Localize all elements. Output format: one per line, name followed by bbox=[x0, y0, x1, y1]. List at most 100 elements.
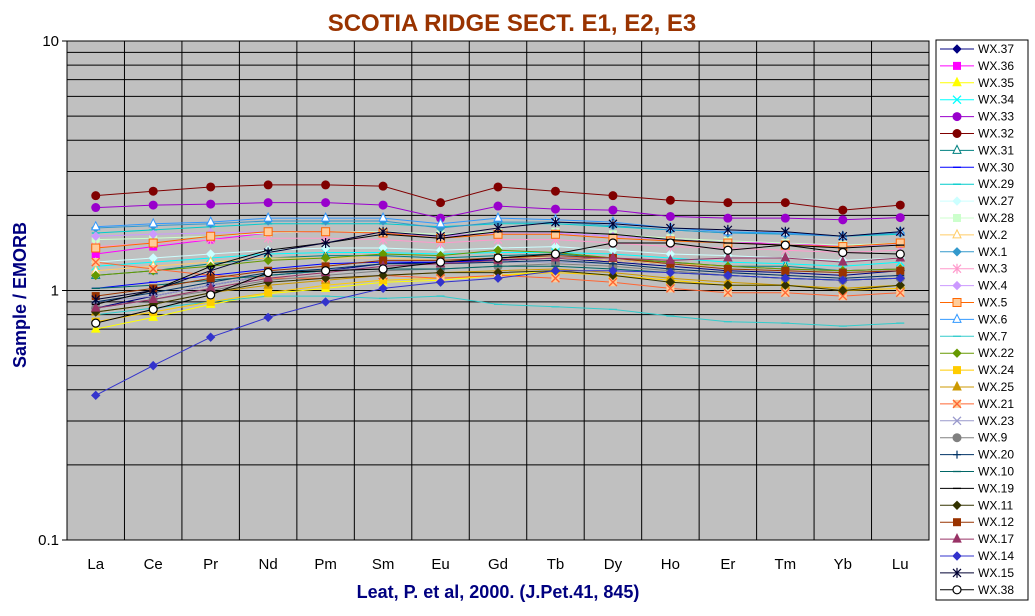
marker-cross bbox=[91, 257, 101, 267]
marker-cross bbox=[608, 277, 618, 287]
data-point bbox=[378, 226, 388, 237]
legend-label: WX.28 bbox=[978, 211, 1014, 225]
data-point bbox=[952, 44, 962, 54]
data-point bbox=[550, 204, 560, 214]
data-point bbox=[263, 247, 273, 258]
data-point bbox=[91, 257, 101, 267]
data-point bbox=[551, 217, 560, 228]
legend-item: WX.29 bbox=[940, 177, 1014, 191]
data-point bbox=[781, 266, 790, 275]
x-tick-label: La bbox=[87, 556, 104, 573]
legend-label: WX.38 bbox=[978, 583, 1014, 597]
marker-cross bbox=[148, 264, 158, 274]
data-point bbox=[378, 270, 388, 281]
legend-item: WX.6 bbox=[940, 312, 1008, 326]
data-point bbox=[91, 318, 101, 328]
data-point bbox=[550, 266, 561, 276]
data-point bbox=[952, 144, 962, 154]
data-point bbox=[435, 217, 446, 228]
data-point bbox=[206, 199, 216, 209]
legend-item: WX.30 bbox=[940, 160, 1014, 174]
data-point bbox=[952, 348, 962, 358]
data-point bbox=[723, 270, 733, 281]
legend-item: WX.4 bbox=[940, 279, 1008, 293]
data-point bbox=[952, 129, 962, 138]
series-wx-33 bbox=[91, 198, 905, 225]
data-point bbox=[665, 195, 675, 205]
data-point bbox=[895, 280, 905, 290]
data-point bbox=[665, 223, 675, 234]
legend-label: WX.30 bbox=[978, 160, 1014, 174]
legend-label: WX.34 bbox=[978, 93, 1014, 107]
legend-item: WX.35 bbox=[940, 76, 1014, 90]
data-point bbox=[895, 273, 905, 283]
data-point bbox=[148, 304, 158, 314]
data-point bbox=[148, 238, 158, 248]
x-tick-label: Dy bbox=[604, 556, 623, 573]
legend-item: WX.19 bbox=[940, 481, 1014, 495]
data-point bbox=[321, 227, 331, 237]
data-point bbox=[952, 280, 962, 291]
marker-cross bbox=[780, 288, 790, 298]
data-point bbox=[436, 231, 445, 242]
x-tick-label: Tm bbox=[774, 556, 796, 573]
data-point bbox=[148, 186, 158, 196]
marker-cross bbox=[550, 273, 560, 283]
legend-item: WX.2 bbox=[940, 228, 1008, 242]
legend-label: WX.15 bbox=[978, 566, 1014, 580]
legend: WX.37 WX.36 WX.35 WX.34 WX.33 WX.32 WX.31 WX.30… bbox=[940, 42, 1014, 597]
x-tick-label: Sm bbox=[372, 556, 395, 573]
data-point bbox=[91, 203, 101, 213]
data-point bbox=[608, 277, 618, 287]
data-point bbox=[952, 95, 962, 105]
legend-item: WX.5 bbox=[940, 296, 1008, 310]
marker-cross bbox=[665, 283, 675, 293]
data-point bbox=[206, 290, 216, 300]
legend-item: WX.20 bbox=[940, 448, 1014, 462]
data-point bbox=[263, 212, 273, 222]
x-tick-label: Ce bbox=[144, 556, 163, 573]
y-tick-label: 1 bbox=[51, 283, 59, 300]
data-point bbox=[435, 267, 446, 278]
grid bbox=[67, 41, 929, 540]
data-point bbox=[780, 280, 791, 290]
data-point bbox=[321, 180, 331, 190]
data-point bbox=[493, 182, 503, 192]
data-point bbox=[263, 312, 273, 323]
data-point bbox=[665, 238, 676, 248]
data-point bbox=[435, 277, 446, 287]
data-point bbox=[608, 218, 618, 229]
x-tick-labels: La Ce Pr Nd Pm Sm Eu Gd Tb Dy Ho Er Tm Yb Lu bbox=[87, 556, 908, 573]
data-point bbox=[148, 264, 158, 274]
data-point bbox=[895, 249, 905, 259]
data-point bbox=[148, 293, 159, 304]
data-point bbox=[952, 380, 962, 391]
data-point bbox=[665, 277, 676, 287]
data-point bbox=[493, 273, 503, 283]
data-point bbox=[723, 198, 733, 208]
data-point bbox=[263, 227, 273, 237]
data-point bbox=[608, 266, 618, 276]
data-point bbox=[953, 214, 961, 222]
marker-cross bbox=[838, 291, 848, 301]
legend-item: WX.21 bbox=[940, 397, 1014, 411]
data-point bbox=[838, 247, 848, 258]
data-point bbox=[205, 215, 216, 226]
legend-label: WX.9 bbox=[978, 431, 1008, 445]
data-point bbox=[723, 288, 733, 298]
data-point bbox=[320, 212, 331, 222]
data-point bbox=[895, 200, 905, 210]
legend-label: WX.2 bbox=[978, 228, 1008, 242]
data-point bbox=[953, 518, 961, 527]
data-point bbox=[723, 213, 733, 223]
data-point bbox=[952, 399, 962, 409]
data-point bbox=[493, 212, 503, 222]
x-tick-label: Tb bbox=[547, 556, 565, 573]
data-point bbox=[148, 200, 158, 210]
data-point bbox=[321, 238, 331, 249]
chart-title: SCOTIA RIDGE SECT. E1, E2, E3 bbox=[328, 10, 697, 37]
data-point bbox=[550, 273, 560, 283]
data-point bbox=[263, 267, 273, 278]
legend-label: WX.21 bbox=[978, 397, 1014, 411]
